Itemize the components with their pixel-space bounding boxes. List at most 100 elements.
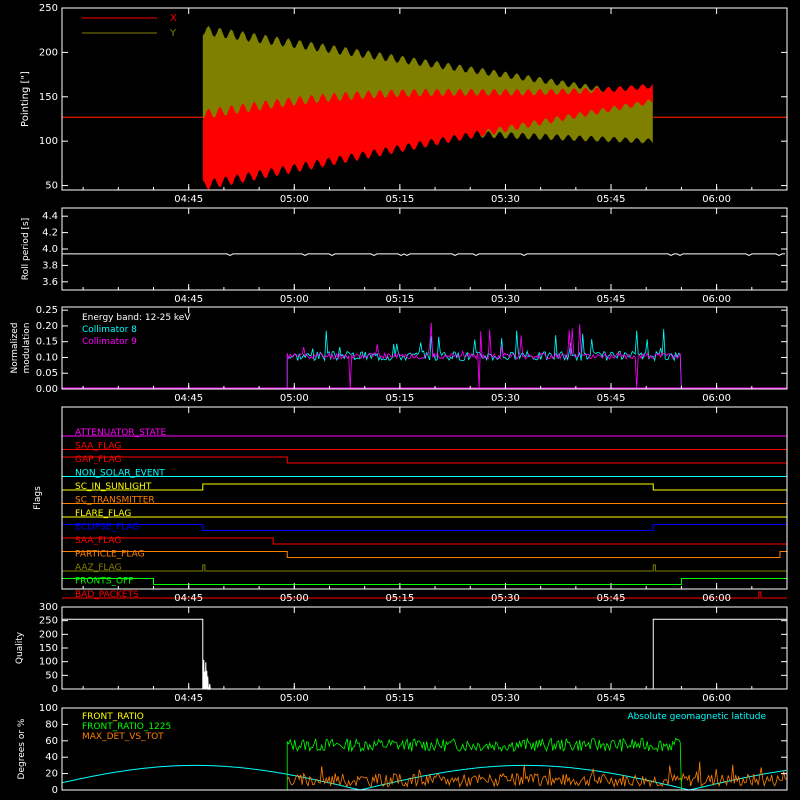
x-tick-label: 05:00 — [280, 393, 309, 404]
pointing-y-label: Pointing ["] — [20, 71, 31, 127]
ratios-y-label: Degrees or % — [17, 718, 27, 779]
panel-roll-period: Roll period [s] 3.6 3.8 4.0 4.2 4.4 04:45 05:… — [21, 207, 788, 305]
x-tick-label: 05:15 — [385, 593, 414, 604]
y-tick-label: 3.8 — [42, 260, 58, 271]
pointing-band-x — [202, 83, 653, 190]
geomagnetic-latitude-line — [61, 764, 787, 791]
modulation-y-label-1: Normalized — [10, 322, 20, 373]
legend-geomagnetic-latitude: Absolute geomagnetic latitude — [627, 712, 766, 722]
flag-line — [62, 564, 787, 572]
flag-label: ECLIPSE_FLAG — [75, 523, 139, 533]
quality-y-ticks: 0 50 100 150 200 250 300 — [39, 602, 787, 695]
ratios-plot-area — [61, 737, 787, 791]
x-tick-label: 06:00 — [702, 294, 731, 305]
ratios-axes-frame — [61, 707, 788, 791]
y-tick-label: 50 — [45, 181, 58, 192]
pointing-y-ticks: 50 100 150 200 250 — [39, 3, 787, 192]
quality-line — [62, 618, 787, 691]
flag-label: ATTENUATOR_STATE — [75, 428, 167, 438]
quality-x-ticks: 04:45 05:00 05:15 05:30 05:45 06:00 — [82, 607, 788, 704]
x-tick-label: 04:45 — [174, 593, 203, 604]
y-tick-label: 50 — [45, 670, 58, 681]
flag-label: SAA_FLAG — [75, 536, 121, 546]
flag-line — [62, 483, 787, 491]
flag-label: SAA_FLAG — [75, 442, 121, 452]
y-tick-label: 80 — [45, 719, 58, 730]
flag-label: NON_SOLAR_EVENT — [75, 469, 165, 479]
flag-label: GAP_FLAG — [75, 455, 121, 465]
flag-label: SC_TRANSMITTER — [75, 496, 155, 506]
y-tick-label: 3.6 — [42, 277, 58, 288]
quality-y-label: Quality — [15, 631, 25, 664]
max-det-vs-tot-line — [286, 761, 787, 789]
x-tick-label: 05:30 — [491, 194, 520, 205]
y-tick-label: 4.0 — [42, 244, 58, 255]
x-tick-label: 05:15 — [385, 294, 414, 305]
flag-line — [62, 591, 787, 599]
y-tick-label: 300 — [39, 602, 58, 613]
pointing-x-ticks: 04:45 05:00 05:15 05:30 05:45 06:00 — [82, 8, 788, 205]
y-tick-label: 100 — [39, 657, 58, 668]
x-tick-label: 05:00 — [280, 693, 309, 704]
flags-y-label: Flags — [33, 486, 43, 510]
y-tick-label: 100 — [39, 136, 58, 147]
y-tick-label: 4.2 — [42, 228, 58, 239]
y-tick-label: 0.00 — [36, 384, 58, 395]
y-tick-label: 0 — [52, 785, 58, 796]
pointing-legend: X Y — [82, 13, 177, 39]
x-tick-label: 05:30 — [491, 693, 520, 704]
x-tick-label: 05:30 — [491, 593, 520, 604]
y-tick-label: 0.15 — [36, 337, 58, 348]
x-tick-label: 05:45 — [597, 693, 626, 704]
panel-modulation: Normalized modulation 0.000.050.100.150.… — [10, 305, 788, 404]
x-tick-label: 06:00 — [702, 393, 731, 404]
y-tick-label: 250 — [39, 3, 58, 14]
y-tick-label: 60 — [45, 736, 58, 747]
y-tick-label: 0.10 — [36, 352, 58, 363]
y-tick-label: 4.4 — [42, 211, 58, 222]
y-tick-label: 150 — [39, 643, 58, 654]
x-tick-label: 05:00 — [280, 194, 309, 205]
panel-quality: Quality 0 50 100 150 200 250 300 04:45 05:00 05:… — [15, 602, 788, 704]
legend-y-label: Y — [169, 28, 177, 39]
x-tick-label: 05:15 — [385, 194, 414, 205]
roll-plot-area — [62, 253, 785, 256]
flag-line — [61, 551, 788, 558]
roll-y-ticks: 3.6 3.8 4.0 4.2 4.4 — [42, 211, 787, 288]
roll-x-ticks: 04:45 05:00 05:15 05:30 05:45 06:00 — [82, 208, 788, 305]
flag-label: BAD_PACKETS — [75, 590, 139, 600]
y-tick-label: 40 — [45, 752, 58, 763]
roll-period-line — [62, 253, 785, 256]
x-tick-label: 05:45 — [597, 593, 626, 604]
roll-y-label: Roll period [s] — [21, 218, 31, 280]
modulation-y-label-2: modulation — [22, 323, 32, 374]
front-ratio-1225-line — [286, 737, 682, 791]
x-tick-label: 05:45 — [597, 294, 626, 305]
legend-x-label: X — [170, 13, 177, 24]
x-tick-label: 06:00 — [702, 194, 731, 205]
energy-band-annotation: Energy band: 12-25 keV — [82, 313, 191, 323]
x-tick-label: 05:45 — [597, 393, 626, 404]
panel-flags: ATTENUATOR_STATE SAA_FLAG GAP_FLAG NON_SOLA… — [33, 406, 788, 604]
y-tick-label: 0.20 — [36, 321, 58, 332]
panel-pointing: Pointing ["] 50 100 150 200 250 04:45 05:00 05… — [20, 3, 788, 205]
pointing-plot-area — [62, 25, 787, 190]
modulation-plot-area — [62, 322, 787, 390]
flags-axes-frame — [61, 406, 788, 590]
legend-front-ratio: FRONT_RATIO — [82, 712, 144, 722]
collimator-8-annotation: Collimator 8 — [82, 325, 137, 335]
quality-plot-area — [62, 618, 787, 691]
flag-line — [61, 578, 788, 585]
modulation-x-ticks: 04:45 05:00 05:15 05:30 05:45 06:00 — [82, 307, 788, 404]
x-tick-label: 04:45 — [174, 194, 203, 205]
x-tick-label: 05:00 — [280, 294, 309, 305]
x-tick-label: 05:15 — [385, 393, 414, 404]
y-tick-label: 150 — [39, 92, 58, 103]
x-tick-label: 05:30 — [491, 294, 520, 305]
y-tick-label: 0 — [52, 684, 58, 695]
flag-line — [61, 524, 788, 531]
flag-label: AAZ_FLAG — [75, 563, 122, 573]
collimator-9-line — [286, 322, 682, 390]
flag-label: PARTICLE_FLAG — [75, 550, 145, 560]
modulation-y-ticks: 0.00 0.05 0.10 0.15 0.20 0.25 — [36, 305, 787, 395]
